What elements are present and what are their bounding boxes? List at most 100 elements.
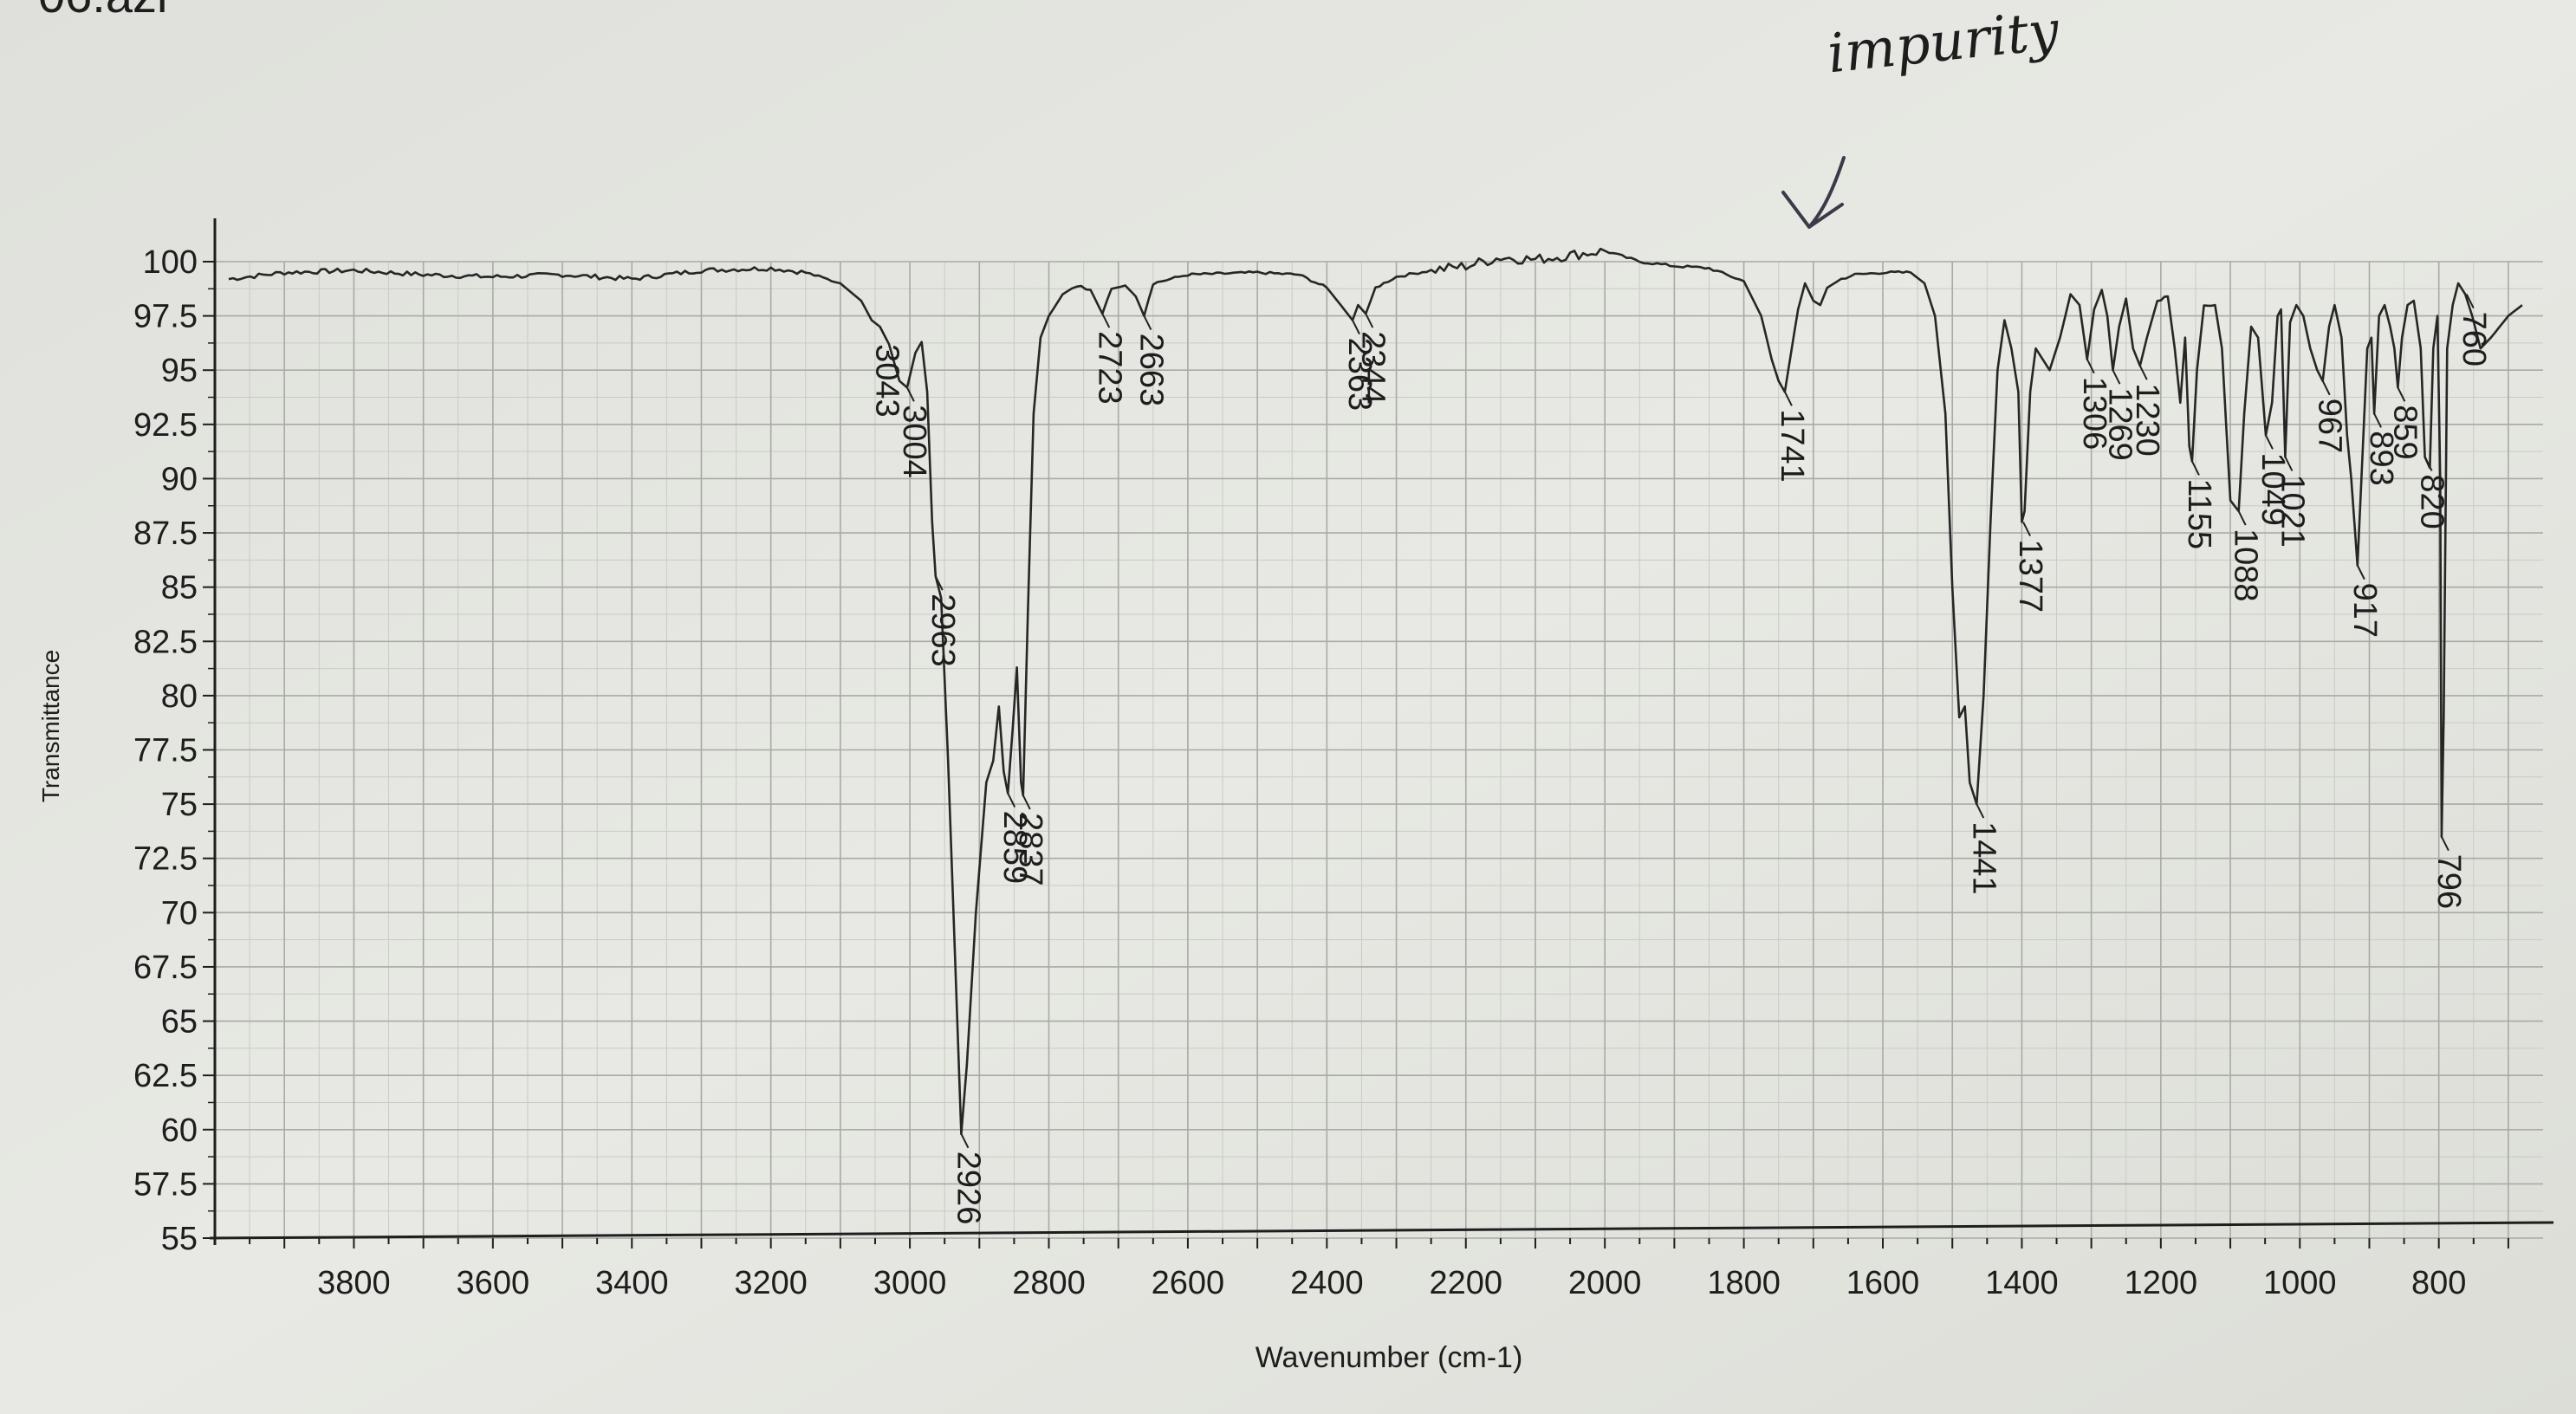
x-tick-label: 2600 [1152, 1265, 1225, 1301]
impurity-arrow-icon [1781, 156, 1846, 229]
peak-leader-line [879, 326, 888, 341]
peak-leader-line [2465, 294, 2475, 309]
peak-label: 893 [2363, 431, 2399, 485]
x-tick-label: 3400 [595, 1265, 669, 1301]
file-name-label: 06.azi [38, 0, 167, 23]
peak-label: 917 [2346, 583, 2383, 638]
peak-label: 967 [2312, 399, 2348, 453]
peak-label: 2859 [996, 811, 1033, 885]
peak-leader-line [2321, 380, 2331, 396]
x-tick-label: 1600 [1846, 1265, 1920, 1301]
x-tick-label: 3200 [734, 1265, 808, 1301]
peak-leader-line [1784, 391, 1793, 406]
peak-label: 1230 [2129, 383, 2165, 457]
peak-leader-line [2373, 412, 2382, 428]
peak-label: 1269 [2102, 387, 2138, 461]
peak-label: 1306 [2076, 377, 2112, 451]
y-tick-label: 97.5 [133, 299, 198, 335]
peak-leader-line [2441, 836, 2449, 852]
peak-label: 1441 [1965, 821, 2002, 895]
peak-leader-line [2424, 456, 2433, 471]
y-tick-label: 75 [161, 787, 198, 823]
y-tick-label: 87.5 [133, 516, 198, 552]
peak-label: 2344 [1354, 331, 1391, 405]
peak-leader-line [1007, 793, 1016, 808]
peak-leader-line [2356, 565, 2365, 581]
peak-leader-line [2237, 510, 2247, 526]
y-tick-label: 80 [161, 678, 198, 715]
x-tick-label: 2000 [1568, 1265, 1642, 1301]
peak-label: 796 [2430, 854, 2467, 909]
y-tick-label: 77.5 [133, 733, 198, 769]
y-axis-ticks: 100 97.5 95 92.5 90 87.5 85 82.5 80 77.5 75 72.5 70 6… [133, 244, 215, 1257]
peak-leader-line [934, 575, 944, 591]
x-axis-ticks: 3800 3600 3400 3200 3000 2800 2600 2400 2200 2000… [249, 1238, 2509, 1301]
x-tick-label: 1200 [2125, 1265, 2198, 1301]
peak-leader-line [1143, 315, 1152, 331]
peak-leader-line [1352, 320, 1360, 335]
peak-label: 1021 [2274, 474, 2310, 548]
peak-label: 760 [2456, 312, 2492, 366]
x-tick-label: 3800 [317, 1265, 391, 1301]
peak-label: 1088 [2228, 529, 2264, 602]
major-grid [214, 261, 2543, 1239]
peak-leader-line [905, 386, 915, 402]
y-tick-label: 82.5 [133, 624, 198, 660]
y-tick-label: 100 [143, 244, 198, 281]
y-tick-label: 65 [161, 1004, 198, 1041]
x-tick-label: 2400 [1290, 1265, 1364, 1301]
peak-label: 2837 [1012, 813, 1048, 886]
peak-leader-line [2022, 522, 2031, 536]
y-tick-label: 70 [161, 895, 198, 931]
peak-label: 1741 [1774, 409, 1810, 483]
peak-label: 1049 [2255, 452, 2291, 526]
y-tick-label: 72.5 [133, 841, 198, 878]
y-tick-label: 85 [161, 570, 198, 606]
spectrum-line [228, 247, 2523, 1136]
y-axis-label: Transmittance [37, 650, 64, 802]
y-tick-label: 60 [161, 1112, 198, 1149]
peak-label: 820 [2414, 474, 2450, 529]
y-tick-label: 92.5 [133, 407, 198, 444]
peak-label: 1377 [2012, 540, 2048, 613]
x-tick-label: 1400 [1985, 1265, 2059, 1301]
y-tick-label: 57.5 [133, 1166, 198, 1203]
peak-label: 2363 [1341, 338, 1378, 412]
y-tick-label: 67.5 [133, 950, 198, 986]
peak-label: 859 [2386, 405, 2423, 459]
peak-label: 2663 [1132, 334, 1169, 407]
x-tick-label: 800 [2411, 1265, 2466, 1301]
peak-leader-line [2191, 460, 2200, 476]
peak-leader-line [1365, 313, 1374, 328]
y-tick-label: 95 [161, 353, 198, 389]
peak-label: 2963 [925, 593, 961, 667]
peak-leader-line [960, 1133, 970, 1149]
y-tick-label: 55 [161, 1221, 198, 1257]
x-axis-label: Wavenumber (cm-1) [1256, 1341, 1523, 1374]
peak-leader-line [1022, 795, 1031, 810]
x-tick-label: 3600 [457, 1265, 530, 1301]
x-tick-label: 1000 [2263, 1265, 2337, 1301]
x-tick-label: 3000 [873, 1265, 947, 1301]
peak-leader-line [1976, 803, 1985, 819]
peak-label: 3004 [896, 405, 932, 478]
y-tick-label: 90 [161, 461, 198, 497]
peak-label: 1155 [2181, 478, 2217, 549]
x-tick-label: 2800 [1012, 1265, 1086, 1301]
peak-label: 2723 [1091, 331, 1127, 405]
peak-leader-line [2284, 456, 2294, 471]
x-tick-label: 2200 [1429, 1265, 1502, 1301]
spectrum-series [228, 247, 2523, 1136]
peak-label: 2926 [950, 1151, 986, 1225]
y-tick-label: 62.5 [133, 1058, 198, 1094]
peak-leader-line [2265, 434, 2274, 450]
peak-leader-line [2397, 386, 2406, 402]
peak-label: 3043 [869, 344, 905, 418]
x-tick-label: 1800 [1707, 1265, 1781, 1301]
peak-leader-line [1101, 313, 1111, 328]
peak-leader-line [2112, 369, 2121, 385]
peak-leader-line [2138, 365, 2148, 380]
